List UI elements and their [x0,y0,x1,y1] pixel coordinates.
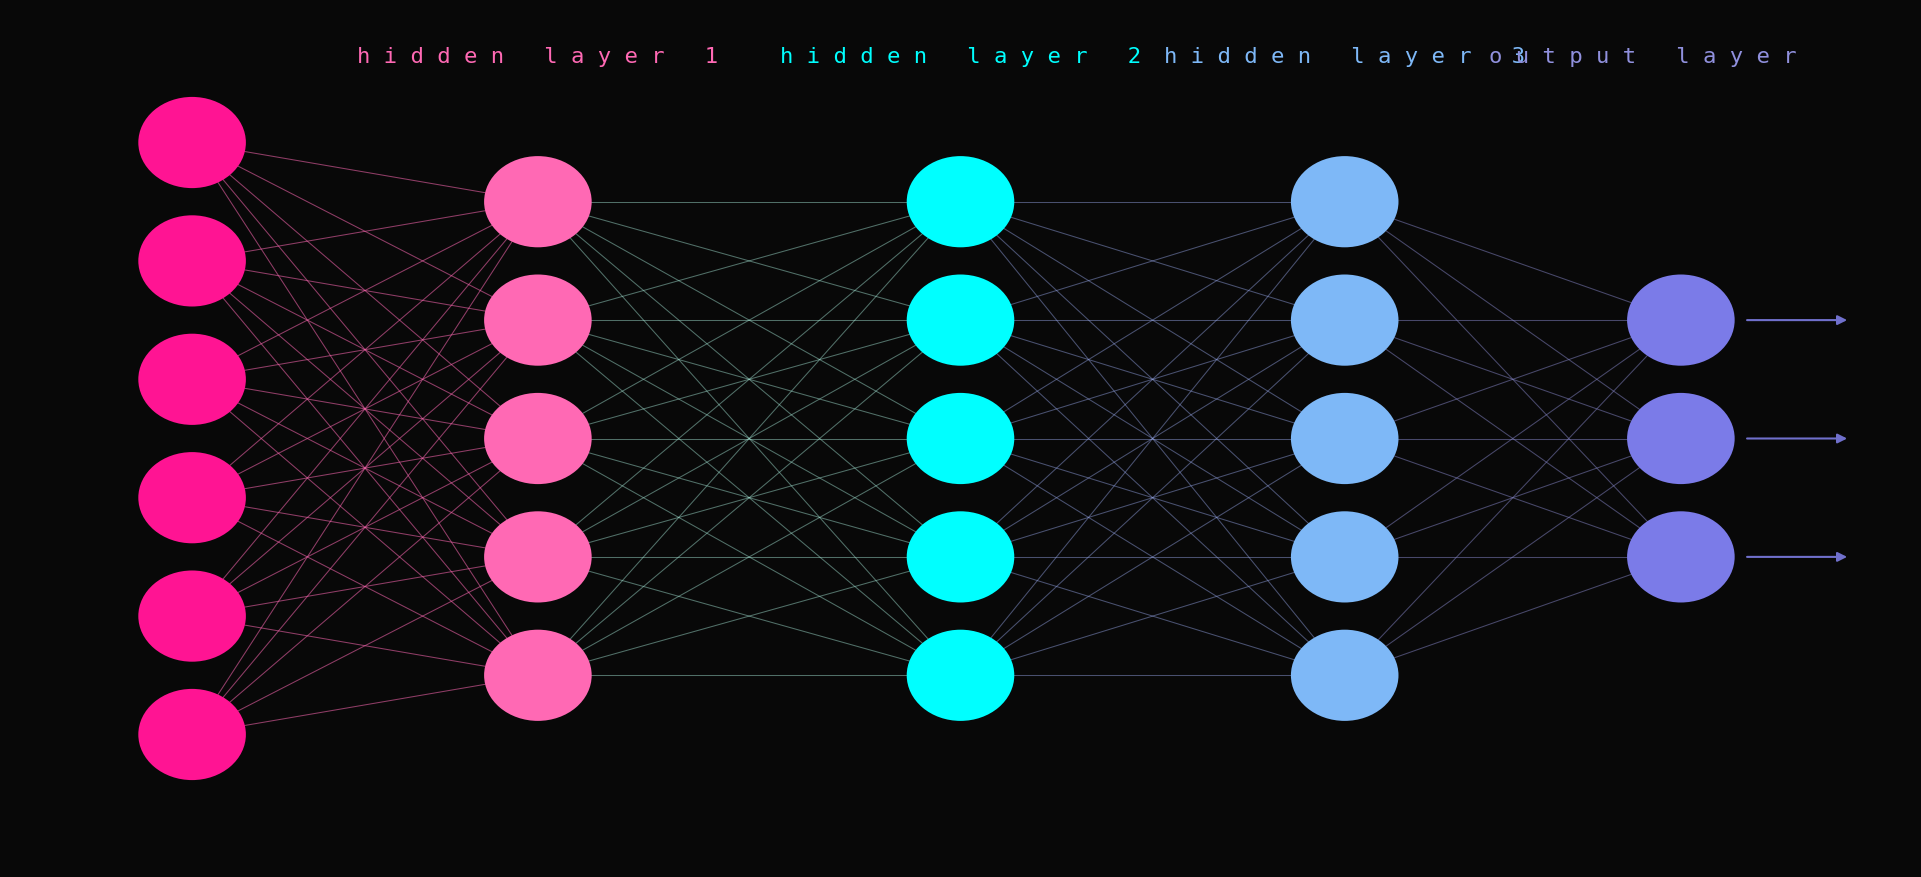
Ellipse shape [484,511,592,602]
Ellipse shape [138,571,246,661]
Ellipse shape [1291,393,1398,484]
Ellipse shape [907,511,1014,602]
Ellipse shape [484,275,592,366]
Ellipse shape [484,393,592,484]
Ellipse shape [1291,156,1398,247]
Ellipse shape [907,393,1014,484]
Ellipse shape [1291,511,1398,602]
Ellipse shape [1291,275,1398,366]
Text: h i d d e n   l a y e r   2: h i d d e n l a y e r 2 [780,47,1141,67]
Ellipse shape [138,215,246,307]
Ellipse shape [484,630,592,721]
Ellipse shape [907,156,1014,247]
Ellipse shape [138,453,246,543]
Ellipse shape [1627,393,1735,484]
Ellipse shape [1627,275,1735,366]
Ellipse shape [138,333,246,425]
Text: h i d d e n   l a y e r   1: h i d d e n l a y e r 1 [357,47,718,67]
Ellipse shape [1627,511,1735,602]
Ellipse shape [484,156,592,247]
Ellipse shape [138,96,246,189]
Text: h i d d e n   l a y e r   3: h i d d e n l a y e r 3 [1164,47,1525,67]
Ellipse shape [907,630,1014,721]
Text: o u t p u t   l a y e r: o u t p u t l a y e r [1489,47,1796,67]
Ellipse shape [1291,630,1398,721]
Ellipse shape [907,275,1014,366]
Ellipse shape [138,689,246,781]
